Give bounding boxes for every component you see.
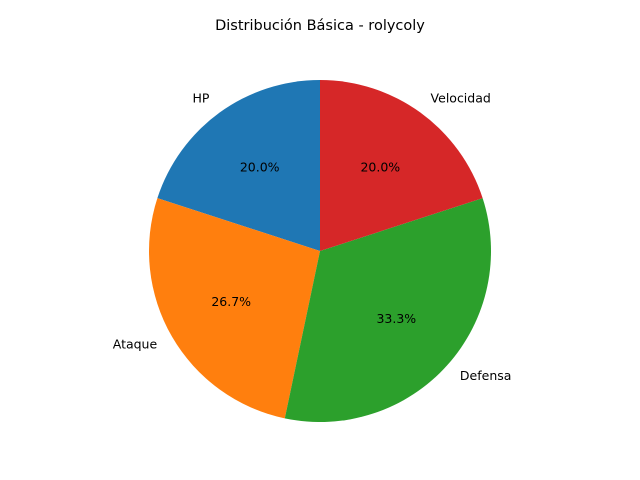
pie-slice-hp — [157, 80, 320, 251]
pie-slice-velocidad — [320, 79, 483, 251]
pie-labels: HP 20.0% Ataque 26.7% Defensa 33.3% Velocidad 2… — [113, 90, 512, 383]
pie-slice-defensa — [284, 198, 491, 423]
slice-value-defensa: 33.3% — [376, 311, 416, 326]
pie-slice-ataque — [149, 198, 320, 419]
pie-slices — [149, 79, 491, 423]
slice-value-velocidad: 20.0% — [360, 159, 400, 174]
slice-value-ataque: 26.7% — [211, 294, 251, 309]
chart-title: Distribución Básica - rolycoly — [215, 18, 425, 34]
slice-value-hp: 20.0% — [240, 159, 280, 174]
slice-label-velocidad: Velocidad — [431, 90, 491, 105]
slice-label-defensa: Defensa — [460, 368, 512, 383]
slice-label-hp: HP — [193, 90, 210, 105]
slice-label-ataque: Ataque — [113, 337, 158, 352]
